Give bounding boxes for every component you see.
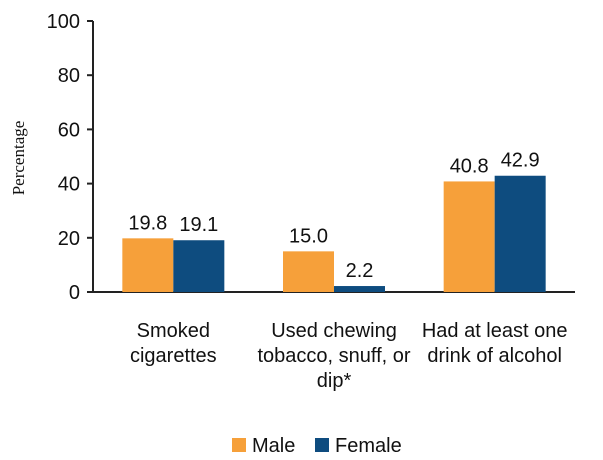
y-tick-label: 40 (58, 174, 80, 196)
category-label: Had at least one (422, 320, 568, 342)
bar-male-0 (122, 238, 174, 292)
y-axis-label: Percentage (9, 121, 28, 196)
category-label: dip* (317, 370, 352, 392)
y-tick-label: 20 (58, 228, 80, 250)
data-label: 19.1 (179, 214, 218, 236)
legend-swatch-male (232, 438, 246, 452)
category-label: cigarettes (130, 345, 217, 367)
bars (122, 175, 546, 292)
data-label: 19.8 (128, 212, 167, 234)
category-label: Smoked (137, 320, 210, 342)
data-label: 42.9 (501, 150, 540, 172)
category-label: tobacco, snuff, or (257, 345, 410, 367)
category-label: drink of alcohol (427, 345, 562, 367)
bar-male-1 (283, 251, 334, 292)
data-labels: 19.8 19.1 15.0 2.2 40.8 42.9 (128, 150, 539, 282)
bar-male-2 (443, 181, 495, 292)
bar-female-0 (173, 240, 225, 292)
legend: Male Female (232, 435, 402, 457)
data-label: 40.8 (450, 155, 489, 177)
y-tick-label: 0 (69, 282, 80, 304)
y-tick-label: 100 (47, 11, 80, 33)
legend-label-female: Female (335, 435, 402, 457)
legend-label-male: Male (252, 435, 295, 457)
data-label: 15.0 (289, 225, 328, 247)
bar-female-1 (334, 286, 385, 292)
category-label: Used chewing (271, 320, 397, 342)
legend-swatch-female (315, 438, 329, 452)
data-label: 2.2 (346, 260, 374, 282)
category-labels: Smoked cigarettes Used chewing tobacco, snu… (130, 320, 568, 392)
bar-female-2 (494, 175, 546, 292)
y-tick-label: 60 (58, 119, 80, 141)
y-tick-label: 80 (58, 65, 80, 87)
